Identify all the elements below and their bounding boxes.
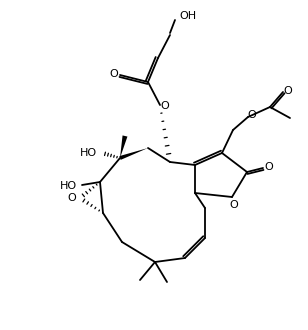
Text: OH: OH (179, 11, 196, 21)
Text: O: O (68, 193, 76, 203)
Text: O: O (161, 101, 169, 111)
Text: O: O (284, 86, 292, 96)
Polygon shape (119, 148, 148, 160)
Text: O: O (265, 162, 274, 172)
Text: HO: HO (79, 148, 97, 158)
Text: O: O (248, 110, 256, 120)
Text: O: O (230, 200, 238, 210)
Text: HO: HO (59, 181, 77, 191)
Text: O: O (110, 69, 118, 79)
Polygon shape (120, 135, 128, 158)
